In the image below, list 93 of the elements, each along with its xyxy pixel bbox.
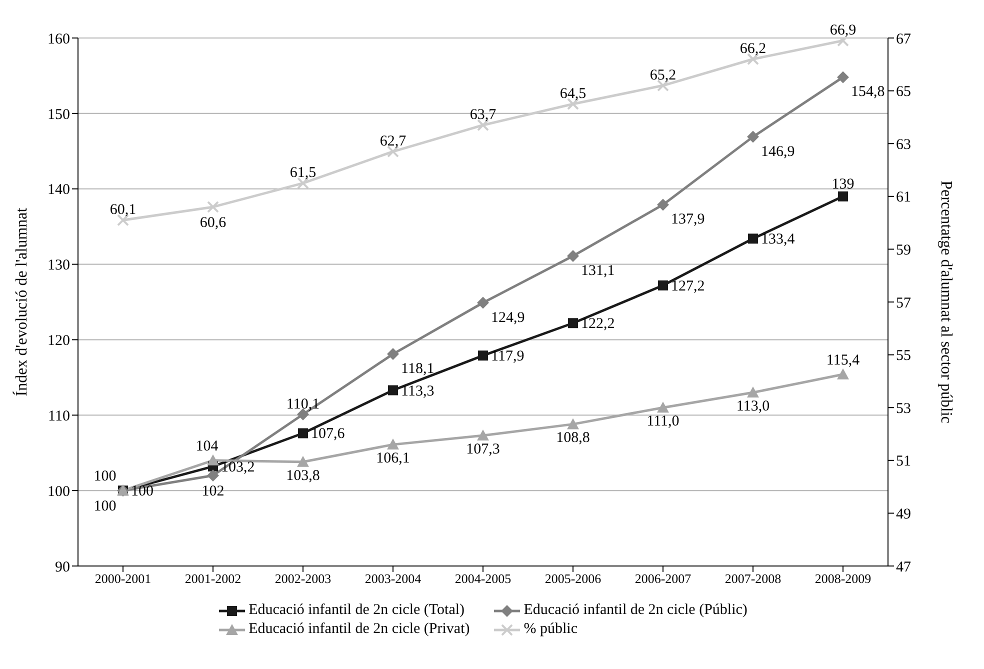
data-label: 100 [94, 468, 116, 485]
data-label: 124,9 [491, 310, 525, 326]
data-label: 139 [832, 176, 854, 192]
data-label: 117,9 [491, 348, 524, 365]
point [657, 198, 669, 211]
data-label: 100 [94, 498, 116, 515]
point [837, 71, 849, 84]
data-label: 62,7 [380, 134, 407, 150]
point [568, 318, 578, 328]
data-label: 61,5 [290, 165, 316, 182]
data-label: 102 [202, 483, 224, 500]
data-label: 108,8 [556, 430, 590, 446]
data-label: 113,0 [736, 398, 770, 415]
data-label: 107,3 [466, 442, 500, 458]
point [387, 438, 399, 450]
point [477, 296, 489, 309]
point [567, 418, 579, 430]
legend-label: % públic [524, 621, 578, 638]
point [387, 348, 399, 360]
legend-label: Educació infantil de 2n cicle (Públic) [524, 602, 748, 619]
legend-label: Educació infantil de 2n cicle (Privat) [248, 621, 470, 638]
y-tick-label: 100 [48, 484, 70, 500]
point [207, 469, 219, 482]
x-tick-label: 2003-2004 [364, 571, 422, 586]
y-tick-label: 110 [48, 408, 70, 424]
legend-label: Educació infantil de 2n cicle (Total) [248, 602, 465, 619]
y2-tick-label: 47 [896, 559, 912, 576]
data-label: 64,5 [560, 86, 586, 102]
y2-tick-label: 61 [896, 190, 911, 206]
y-tick-label: 160 [48, 31, 70, 48]
y-tick-label: 150 [48, 106, 70, 123]
data-label: 133,4 [761, 232, 796, 248]
data-label: 137,9 [671, 212, 705, 228]
y2-tick-label: 67 [896, 31, 912, 48]
data-label: 60,6 [200, 214, 227, 231]
y-tick-label: 140 [48, 182, 70, 198]
x-tick-label: 2008-2009 [814, 571, 872, 586]
point [207, 454, 219, 466]
point [477, 430, 489, 441]
y2-tick-label: 59 [896, 242, 911, 259]
point [657, 402, 669, 413]
point [207, 200, 219, 213]
point [747, 386, 759, 398]
y2-tick-label: 57 [896, 295, 912, 312]
point [747, 130, 759, 143]
data-label: 115,4 [826, 352, 860, 368]
x-tick-label: 2000-2001 [94, 571, 152, 586]
data-label: 113,3 [401, 383, 434, 400]
data-label: 60,1 [110, 202, 136, 218]
y-tick-label: 130 [48, 258, 70, 274]
point [838, 191, 848, 202]
y-axis-title: Índex d'evolució de l'alumnat [12, 207, 31, 396]
y2-tick-label: 63 [896, 136, 911, 153]
data-label: 154,8 [851, 84, 885, 100]
x-tick-label: 2004-2005 [454, 571, 512, 586]
data-label: 100 [131, 484, 154, 500]
y2-tick-label: 51 [896, 454, 911, 470]
data-label: 66,2 [740, 41, 766, 58]
x-tick-label: 2005-2006 [544, 571, 602, 586]
data-label: 110,1 [286, 396, 320, 412]
x-tick-label: 2006-2007 [634, 571, 692, 586]
data-label: 122,2 [581, 316, 615, 332]
data-label: 127,2 [671, 278, 705, 294]
x-tick-label: 2002-2003 [274, 571, 332, 586]
data-label: 66,9 [830, 22, 856, 39]
y-tick-label: 120 [48, 333, 70, 350]
data-label: 131,1 [581, 262, 615, 279]
data-label: 106,1 [376, 450, 410, 467]
data-label: 118,1 [401, 361, 434, 378]
point [567, 250, 579, 262]
point [837, 368, 849, 380]
data-label: 63,7 [470, 107, 497, 124]
point [658, 280, 668, 290]
x-tick-label: 2001-2002 [184, 571, 242, 586]
data-label: 103,2 [221, 459, 255, 476]
data-label: 65,2 [650, 68, 676, 84]
point [388, 385, 398, 396]
point [297, 456, 309, 467]
y-tick-label: 90 [55, 559, 70, 576]
data-label: 111,0 [646, 414, 680, 430]
data-label: 104 [196, 438, 219, 454]
data-label: 103,8 [286, 468, 320, 484]
y2-axis-title: Percentatge d'alumnat al sector públic [937, 180, 954, 424]
point [748, 234, 758, 244]
point [298, 428, 308, 438]
y2-tick-label: 65 [896, 84, 911, 100]
y2-tick-label: 55 [896, 348, 911, 364]
data-label: 107,6 [311, 426, 346, 442]
point [478, 350, 488, 361]
y2-tick-label: 53 [896, 400, 911, 417]
y2-tick-label: 49 [896, 506, 911, 523]
data-label: 146,9 [761, 144, 795, 160]
x-tick-label: 2007-2008 [724, 571, 782, 586]
